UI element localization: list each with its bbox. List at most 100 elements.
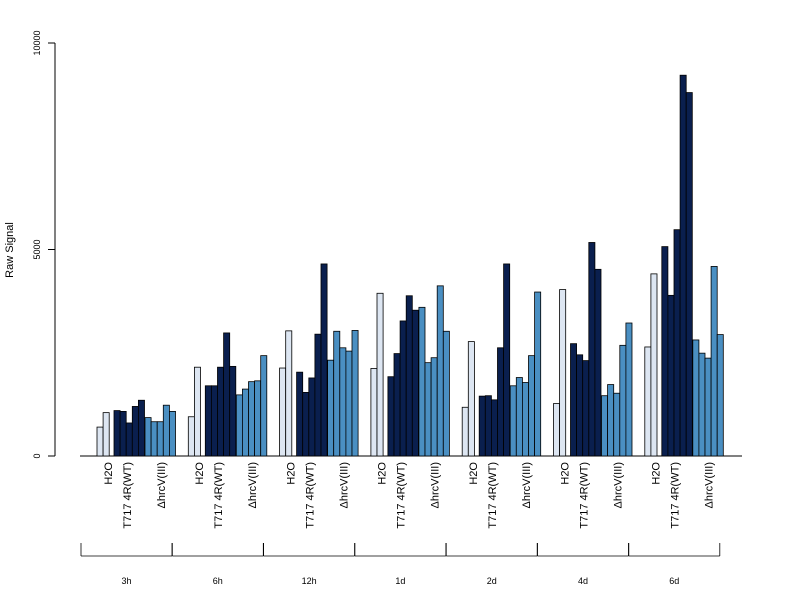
treatment-label: H2O xyxy=(651,462,663,485)
treatment-label: H2O xyxy=(377,462,389,485)
bar xyxy=(528,355,535,457)
y-tick-label: 0 xyxy=(32,453,42,458)
bar xyxy=(478,395,486,457)
treatment-label: T717 4R(WT) xyxy=(670,462,682,529)
timepoint-label: 4d xyxy=(578,576,588,586)
bar xyxy=(607,384,615,457)
bar xyxy=(102,412,110,457)
bar xyxy=(345,350,353,457)
bar xyxy=(497,347,504,457)
bar xyxy=(650,273,658,457)
bar xyxy=(601,395,608,457)
timepoint-label: 12h xyxy=(302,576,317,586)
bar xyxy=(679,74,687,457)
bar xyxy=(229,365,237,457)
bar xyxy=(405,295,413,457)
bar xyxy=(296,371,304,457)
bar xyxy=(387,376,395,457)
bar xyxy=(235,394,243,457)
bar xyxy=(644,346,652,457)
bars xyxy=(96,74,724,457)
y-tick-label: 10000 xyxy=(32,30,42,55)
bar xyxy=(515,377,523,457)
treatment-label: ΔhrcV(III) xyxy=(704,462,716,508)
y-axis-label: Raw Signal xyxy=(4,222,16,278)
bar xyxy=(613,392,621,457)
bar xyxy=(534,291,542,457)
bar xyxy=(503,263,511,457)
treatment-label: T717 4R(WT) xyxy=(304,462,316,529)
treatment-label: ΔhrcV(III) xyxy=(156,462,168,508)
bar xyxy=(490,399,498,457)
treatment-label: T717 4R(WT) xyxy=(396,462,408,529)
bar xyxy=(320,263,328,457)
timepoint-label: 6h xyxy=(213,576,223,586)
bar xyxy=(559,289,567,457)
bar xyxy=(144,417,152,457)
bar xyxy=(442,330,450,457)
bar xyxy=(168,410,176,457)
treatment-labels: H2O T717 4R(WT) ΔhrcV(III) H2O T717 4R(WT) Δh… xyxy=(103,462,716,529)
bar xyxy=(594,268,602,457)
treatment-label: H2O xyxy=(559,462,571,485)
bar xyxy=(339,347,347,457)
bar xyxy=(411,309,419,457)
bar xyxy=(430,357,438,457)
bar xyxy=(187,416,195,457)
bar xyxy=(96,426,104,457)
bar xyxy=(333,330,341,457)
bar xyxy=(424,362,432,457)
bar xyxy=(204,385,212,457)
bar xyxy=(150,421,158,457)
timepoint-label: 6d xyxy=(669,576,679,586)
bar xyxy=(704,357,712,457)
bar xyxy=(156,421,164,457)
bar xyxy=(625,322,633,457)
bar xyxy=(685,92,693,457)
treatment-label: T717 4R(WT) xyxy=(578,462,590,529)
bar xyxy=(308,377,316,457)
bar xyxy=(509,385,517,457)
bar xyxy=(260,355,268,457)
treatment-label: T717 4R(WT) xyxy=(122,462,134,529)
bar xyxy=(467,341,475,457)
bar xyxy=(436,285,444,457)
treatment-label: T717 4R(WT) xyxy=(487,462,499,529)
bar xyxy=(285,330,293,457)
bar xyxy=(716,334,724,457)
bar xyxy=(210,385,218,457)
treatment-label: ΔhrcV(III) xyxy=(338,462,350,508)
bar xyxy=(588,242,596,457)
bar xyxy=(370,368,378,457)
timepoint-label: 3h xyxy=(121,576,131,586)
treatment-label: ΔhrcV(III) xyxy=(430,462,442,508)
bar xyxy=(241,388,249,457)
treatment-label: H2O xyxy=(468,462,480,485)
treatment-label: ΔhrcV(III) xyxy=(521,462,533,508)
bar xyxy=(461,406,469,457)
bar xyxy=(399,320,407,457)
treatment-label: H2O xyxy=(194,462,206,485)
bar xyxy=(673,229,681,457)
timepoint-label: 2d xyxy=(487,576,497,586)
bar xyxy=(217,366,224,457)
treatment-label: ΔhrcV(III) xyxy=(612,462,624,508)
bar xyxy=(661,246,669,457)
bar xyxy=(279,367,287,457)
bar xyxy=(248,381,255,457)
bar xyxy=(553,403,560,457)
y-tick-label: 5000 xyxy=(32,239,42,259)
timepoint-label: 1d xyxy=(395,576,405,586)
bar xyxy=(351,330,359,457)
bar xyxy=(522,382,529,457)
bar xyxy=(698,352,706,457)
treatment-label: T717 4R(WT) xyxy=(213,462,225,529)
bar xyxy=(131,406,139,457)
bar xyxy=(119,410,127,457)
bar xyxy=(113,410,121,457)
bar xyxy=(327,359,335,457)
bar xyxy=(619,344,627,457)
y-axis: 0 5000 10000 xyxy=(32,30,56,459)
bar xyxy=(692,339,700,457)
